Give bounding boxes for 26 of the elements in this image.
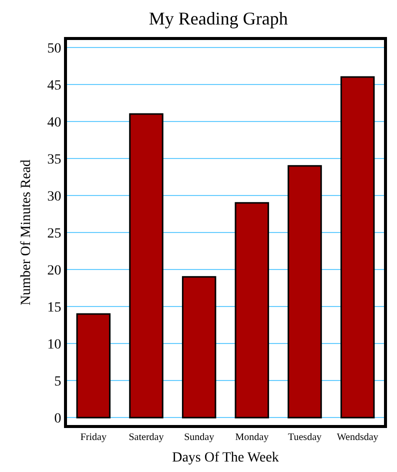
y-tick-label: 20: [47, 263, 62, 278]
y-tick-label: 10: [47, 337, 62, 352]
bar: [340, 76, 375, 418]
x-tick-label: Wendsday: [336, 432, 378, 443]
y-tick-label: 30: [47, 189, 62, 204]
y-tick-label: 5: [54, 374, 62, 390]
x-axis-title: Days Of The Week: [172, 450, 279, 466]
bar: [76, 313, 111, 418]
x-tick-label: Friday: [80, 432, 106, 443]
y-tick-label: 50: [47, 41, 62, 56]
x-tick-label: Saterday: [128, 432, 164, 443]
y-tick-label: 40: [47, 115, 62, 130]
y-tick-label: 0: [54, 412, 62, 426]
y-tick-label: 35: [47, 152, 62, 168]
y-tick-label: 25: [47, 226, 62, 242]
y-axis-title: Number Of Minutes Read: [18, 160, 34, 306]
chart-title: My Reading Graph: [148, 8, 288, 28]
bar: [288, 165, 322, 418]
y-tick-label: 15: [47, 300, 62, 316]
x-tick-label: Tuesday: [288, 432, 322, 443]
x-tick-label: Monday: [235, 432, 269, 443]
x-tick-label: Sunday: [184, 432, 214, 443]
bar: [182, 276, 216, 418]
y-tick-label: 45: [47, 78, 62, 94]
bar: [129, 113, 164, 418]
bar: [234, 202, 270, 418]
